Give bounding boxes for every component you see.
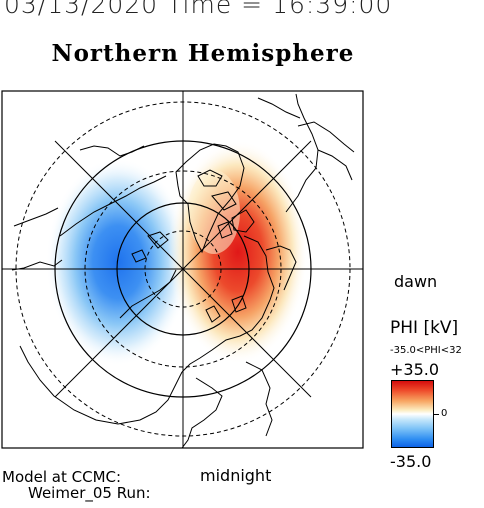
dawn-label: dawn: [394, 272, 438, 291]
coastlines: [11, 93, 355, 448]
positive-potential-cell: [168, 140, 308, 364]
atlantic-coast: [181, 377, 223, 448]
colorbar: [391, 380, 434, 448]
alaska-grid: [297, 121, 355, 181]
graticule: [2, 91, 363, 448]
map-frame: [1, 90, 364, 449]
midnight-label: midnight: [200, 466, 272, 485]
arctic-islands: [197, 169, 255, 239]
eurasia-south-coast: [19, 345, 183, 425]
colorbar-mid-label: 0: [441, 408, 448, 419]
colorbar-max-label: +35.0: [390, 360, 440, 379]
colorbar-title: PHI [kV]: [390, 318, 459, 338]
run-label: Weimer_05 Run:: [28, 484, 151, 502]
model-label: Model at CCMC:: [2, 468, 122, 486]
colorbar-range: -35.0<PHI<32: [390, 345, 462, 356]
datetime-header: 03/13/2020 Time = 16:39:00: [4, 0, 393, 19]
colorbar-min-label: -35.0: [390, 452, 432, 471]
polar-islands: [131, 231, 169, 263]
bering-coast: [257, 97, 301, 119]
hudson-bay: [265, 245, 297, 291]
cell-highlight: [188, 170, 240, 254]
meridian-diag-2: [54, 140, 312, 398]
north-america-east: [245, 361, 273, 437]
north-america-coast: [181, 235, 275, 373]
svalbard-islands: [205, 295, 247, 323]
hemisphere-title: Northern Hemisphere: [51, 40, 355, 67]
colorbar-zero-tick: [434, 414, 439, 415]
siberia-coast: [59, 175, 167, 237]
